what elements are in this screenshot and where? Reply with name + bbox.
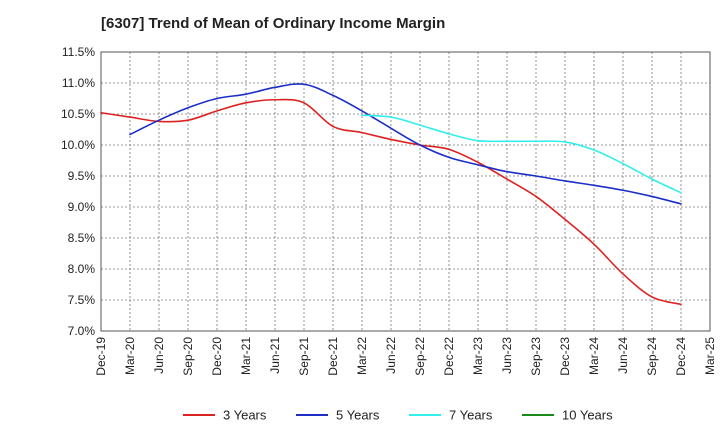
plot-frame (100, 51, 711, 332)
x-tick-label: Dec-23 (558, 337, 572, 376)
x-tick-label: Dec-24 (674, 337, 688, 376)
x-tick-label: Sep-22 (413, 337, 427, 376)
legend: 3 Years 5 Years 7 Years 10 Years (183, 408, 613, 423)
legend-label-10-years: 10 Years (562, 408, 613, 423)
x-tick-label: Sep-23 (529, 337, 543, 376)
x-tick-label: Dec-21 (326, 337, 340, 376)
x-axis-ticks: Dec-19 Mar-20 Jun-20 Sep-20 Dec-20 Mar-21 Jun-… (94, 337, 717, 376)
x-tick-label: Dec-20 (210, 337, 224, 376)
y-tick-label: 7.5% (68, 293, 96, 307)
series-line-7-years (361, 114, 682, 194)
y-tick-label: 8.5% (68, 231, 96, 245)
legend-label-3-years: 3 Years (223, 408, 267, 423)
y-tick-label: 11.5% (62, 45, 95, 59)
y-axis-ticks: 11.5% 11.0% 10.5% 10.0% 9.5% 9.0% 8.5% 8.0% 7.5%… (61, 45, 95, 338)
x-tick-label: Dec-22 (442, 337, 456, 376)
x-tick-label: Sep-21 (297, 337, 311, 376)
x-tick-label: Jun-22 (384, 337, 398, 374)
series-line-3-years (100, 98, 682, 306)
chart-title: [6307] Trend of Mean of Ordinary Income … (101, 15, 446, 32)
x-tick-label: Sep-24 (645, 337, 659, 376)
legend-label-5-years: 5 Years (336, 408, 380, 423)
y-tick-label: 11.0% (62, 76, 95, 90)
series-line-5-years (129, 83, 682, 205)
x-tick-label: Sep-20 (181, 337, 195, 376)
legend-label-7-years: 7 Years (449, 408, 493, 423)
x-tick-label: Mar-20 (123, 337, 137, 375)
y-tick-label: 10.0% (61, 138, 95, 152)
x-tick-label: Dec-19 (94, 337, 108, 376)
y-tick-label: 9.0% (68, 200, 96, 214)
x-tick-label: Mar-22 (355, 337, 369, 375)
y-tick-label: 9.5% (68, 169, 96, 183)
x-tick-label: Jun-20 (152, 337, 166, 374)
y-tick-label: 10.5% (61, 107, 95, 121)
grid (101, 52, 710, 331)
y-tick-label: 8.0% (68, 262, 96, 276)
x-tick-label: Jun-23 (500, 337, 514, 374)
y-tick-label: 7.0% (68, 324, 96, 338)
x-tick-label: Mar-24 (587, 337, 601, 375)
x-tick-label: Mar-23 (471, 337, 485, 375)
x-tick-label: Jun-21 (268, 337, 282, 374)
x-tick-label: Mar-25 (703, 337, 717, 375)
series-lines (100, 83, 682, 306)
x-tick-label: Mar-21 (239, 337, 253, 375)
x-tick-label: Jun-24 (616, 337, 630, 374)
